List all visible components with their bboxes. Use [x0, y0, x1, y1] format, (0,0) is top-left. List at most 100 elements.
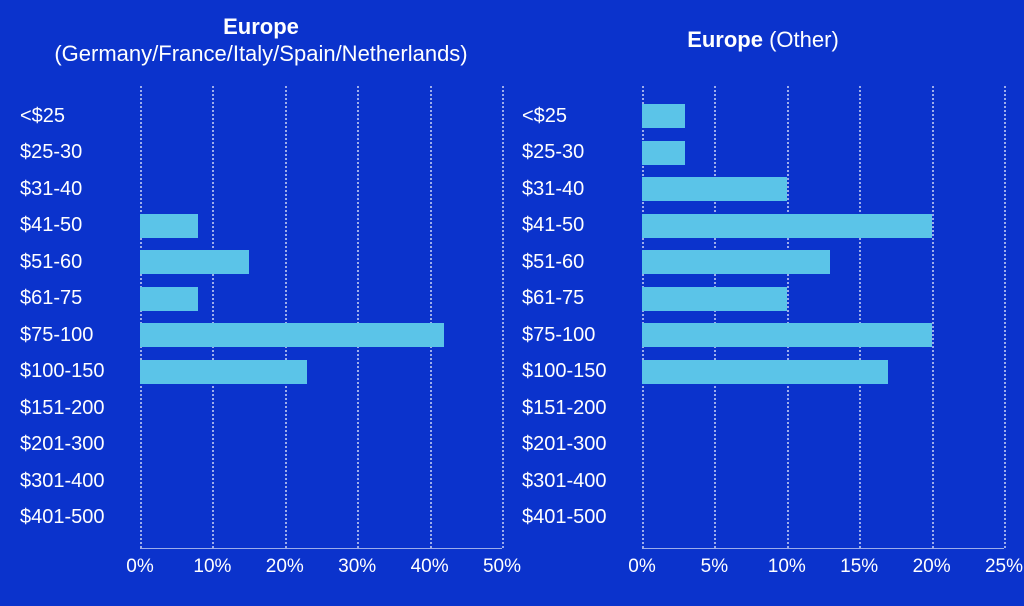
bar-cell — [140, 141, 502, 165]
y-axis-label: $100-150 — [20, 360, 140, 383]
bar-row: $100-150 — [20, 357, 502, 387]
gridline — [502, 86, 504, 548]
bar — [140, 287, 198, 311]
bar-cell — [642, 287, 1004, 311]
bar-cell — [140, 469, 502, 493]
bars-container: <$25 $25-30 $31-40 $41-50 $51-60 $61-75 $75-10… — [20, 86, 502, 548]
bar — [642, 177, 787, 201]
y-axis-label: $25-30 — [20, 141, 140, 164]
bar-row: $61-75 — [522, 284, 1004, 314]
x-axis: 0%5%10%15%20%25% — [642, 548, 1004, 586]
bar-cell — [642, 104, 1004, 128]
x-axis-tick: 5% — [701, 556, 728, 578]
x-axis-tick: 40% — [411, 556, 449, 578]
y-axis-label: $25-30 — [522, 141, 642, 164]
bar-cell — [140, 214, 502, 238]
bar-row: $31-40 — [522, 174, 1004, 204]
bar — [642, 287, 787, 311]
y-axis-label: $301-400 — [20, 470, 140, 493]
chart-area: <$25 $25-30 $31-40 $41-50 $51-60 $61-75 $75-10… — [20, 86, 502, 586]
y-axis-label: $41-50 — [20, 214, 140, 237]
bar-row: $201-300 — [522, 430, 1004, 460]
y-axis-label: $61-75 — [20, 287, 140, 310]
y-axis-label: $61-75 — [522, 287, 642, 310]
x-axis-tick: 15% — [840, 556, 878, 578]
bar-row: $301-400 — [20, 466, 502, 496]
bar — [140, 250, 249, 274]
y-axis-label: $401-500 — [20, 506, 140, 529]
bar-cell — [642, 250, 1004, 274]
chart-panel: Europe(Germany/France/Italy/Spain/Nether… — [0, 0, 512, 606]
bar — [642, 360, 888, 384]
bar-row: $25-30 — [20, 138, 502, 168]
bar-row: $51-60 — [522, 247, 1004, 277]
bar-row: $151-200 — [522, 393, 1004, 423]
bar-row: $151-200 — [20, 393, 502, 423]
gridline — [1004, 86, 1006, 548]
bar-cell — [140, 506, 502, 530]
bar — [642, 141, 685, 165]
x-axis-tick: 50% — [483, 556, 521, 578]
bar-row: $41-50 — [522, 211, 1004, 241]
bar-row: $31-40 — [20, 174, 502, 204]
x-axis-tick: 30% — [338, 556, 376, 578]
y-axis-label: <$25 — [20, 105, 140, 128]
bar-cell — [140, 323, 502, 347]
bar-row: $201-300 — [20, 430, 502, 460]
y-axis-label: $51-60 — [522, 251, 642, 274]
y-axis-label: $75-100 — [522, 324, 642, 347]
y-axis-label: $51-60 — [20, 251, 140, 274]
y-axis-label: $301-400 — [522, 470, 642, 493]
bar-cell — [140, 396, 502, 420]
y-axis-label: $201-300 — [20, 433, 140, 456]
x-axis-tick: 20% — [266, 556, 304, 578]
bar-cell — [140, 177, 502, 201]
y-axis-label: $151-200 — [20, 397, 140, 420]
bar-row: <$25 — [20, 101, 502, 131]
bar-cell — [642, 506, 1004, 530]
bar-row: $401-500 — [522, 503, 1004, 533]
x-axis-tick: 10% — [193, 556, 231, 578]
bar-cell — [642, 360, 1004, 384]
bar — [140, 323, 444, 347]
y-axis-label: $100-150 — [522, 360, 642, 383]
bar-row: $25-30 — [522, 138, 1004, 168]
bar — [642, 250, 830, 274]
bar — [140, 214, 198, 238]
x-axis-tick: 25% — [985, 556, 1023, 578]
bar-cell — [642, 141, 1004, 165]
bar-cell — [642, 323, 1004, 347]
bars-container: <$25 $25-30 $31-40 $41-50 $51-60 $61-75 $75-10… — [522, 86, 1004, 548]
bar-row: $41-50 — [20, 211, 502, 241]
y-axis-label: $151-200 — [522, 397, 642, 420]
bar-cell — [140, 360, 502, 384]
chart-title: Europe (Other) — [522, 8, 1004, 72]
bar-cell — [642, 469, 1004, 493]
y-axis-label: $31-40 — [522, 178, 642, 201]
y-axis-label: $41-50 — [522, 214, 642, 237]
bar-row: $51-60 — [20, 247, 502, 277]
bar-row: <$25 — [522, 101, 1004, 131]
x-axis: 0%10%20%30%40%50% — [140, 548, 502, 586]
x-axis-line — [642, 548, 1004, 549]
y-axis-label: $31-40 — [20, 178, 140, 201]
bar-cell — [140, 104, 502, 128]
y-axis-label: $75-100 — [20, 324, 140, 347]
bar-row: $75-100 — [20, 320, 502, 350]
bar-row: $61-75 — [20, 284, 502, 314]
chart-area: <$25 $25-30 $31-40 $41-50 $51-60 $61-75 $75-10… — [522, 86, 1004, 586]
bar-row: $75-100 — [522, 320, 1004, 350]
x-axis-tick: 10% — [768, 556, 806, 578]
bar — [140, 360, 307, 384]
bar-cell — [642, 214, 1004, 238]
chart-title: Europe(Germany/France/Italy/Spain/Nether… — [20, 8, 502, 72]
y-axis-label: <$25 — [522, 105, 642, 128]
x-axis-tick: 0% — [126, 556, 153, 578]
chart-panel: Europe (Other) <$25 $25-30 $31-40 $41-50 $51-… — [512, 0, 1024, 606]
bar — [642, 323, 932, 347]
bar-cell — [642, 177, 1004, 201]
x-axis-tick: 20% — [913, 556, 951, 578]
bar-row: $100-150 — [522, 357, 1004, 387]
bar — [642, 214, 932, 238]
x-axis-tick: 0% — [628, 556, 655, 578]
